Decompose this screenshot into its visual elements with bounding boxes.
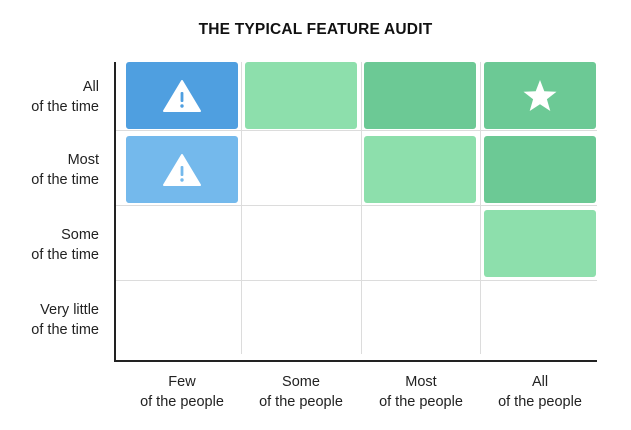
column-label-line1: Some (282, 374, 320, 390)
column-label-line1: All (531, 374, 549, 390)
row-label-line2: of the time (31, 322, 99, 338)
diagram-title: THE TYPICAL FEATURE AUDIT (198, 21, 433, 38)
row-label-very-little: Very little of the time (0, 300, 99, 340)
warning-icon (163, 153, 201, 186)
row-label-line2: of the time (31, 172, 99, 188)
cell-some-time-all-people (484, 210, 596, 277)
row-label-line1: All (82, 79, 99, 95)
column-label-line2: of the people (140, 394, 224, 410)
row-label-all: All of the time (0, 77, 99, 117)
grid-line-horizontal (116, 280, 597, 281)
row-label-line2: of the time (31, 247, 99, 263)
x-axis-line (114, 360, 597, 362)
cell-most-time-most-people (364, 136, 476, 203)
row-label-line2: of the time (31, 99, 99, 115)
cell-all-time-all-people (484, 62, 596, 129)
column-label-line1: Few (168, 374, 196, 390)
column-label-line1: Most (405, 374, 437, 390)
column-label-line2: of the people (259, 394, 343, 410)
cell-most-time-all-people (484, 136, 596, 203)
y-axis-line (114, 62, 116, 362)
row-label-line1: Very little (40, 302, 99, 318)
row-label-some: Some of the time (0, 225, 99, 265)
grid-line-vertical (480, 62, 481, 354)
column-label-some: Some of the people (242, 372, 360, 412)
star-icon (523, 79, 557, 111)
column-label-few: Few of the people (123, 372, 241, 412)
column-label-line2: of the people (498, 394, 582, 410)
grid-line-vertical (241, 62, 242, 354)
column-label-all: All of the people (481, 372, 599, 412)
warning-icon (163, 79, 201, 112)
row-label-line1: Most (67, 152, 99, 168)
row-label-most: Most of the time (0, 150, 99, 190)
cell-most-time-few-people (126, 136, 238, 203)
column-label-line2: of the people (379, 394, 463, 410)
row-label-line1: Some (61, 227, 99, 243)
grid-line-vertical (361, 62, 362, 354)
cell-all-time-few-people (126, 62, 238, 129)
cell-all-time-most-people (364, 62, 476, 129)
grid-line-horizontal (116, 205, 597, 206)
column-label-most: Most of the people (362, 372, 480, 412)
cell-all-time-some-people (245, 62, 357, 129)
grid-line-horizontal (116, 130, 597, 131)
